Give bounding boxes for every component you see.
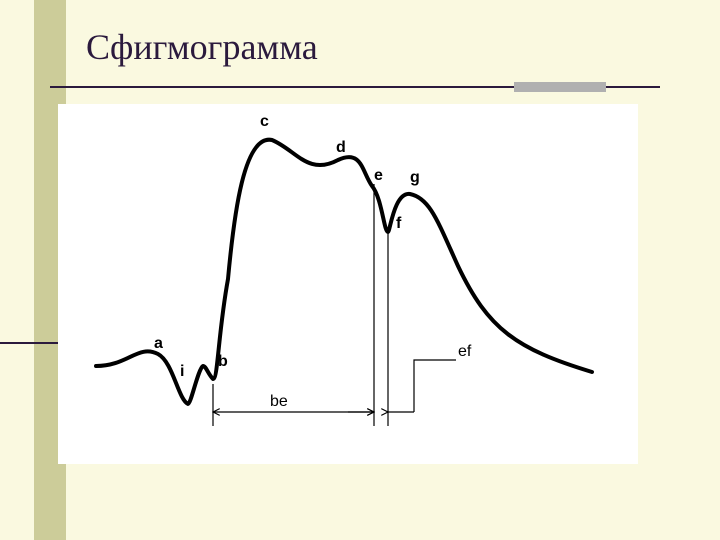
title-underline-accent [514,82,606,92]
slide: Сфигмограмма be [0,0,720,540]
diagram-svg: be ef a i b c d e g f [58,104,638,464]
secondary-rule [0,342,66,344]
waveform-path [96,140,592,404]
slide-title: Сфигмограмма [86,26,318,68]
sphygmogram-diagram: be ef a i b c d e g f [58,104,638,464]
label-a: a [154,335,163,352]
dim-ef-callout [414,360,456,412]
label-d: d [336,139,346,156]
label-c: c [260,113,269,130]
label-b: b [218,353,228,370]
dim-ef-label: ef [458,343,472,360]
dim-be-label: be [270,393,288,410]
label-g: g [410,169,420,186]
label-i: i [180,363,184,380]
label-f: f [396,215,402,232]
label-e: e [374,167,383,184]
